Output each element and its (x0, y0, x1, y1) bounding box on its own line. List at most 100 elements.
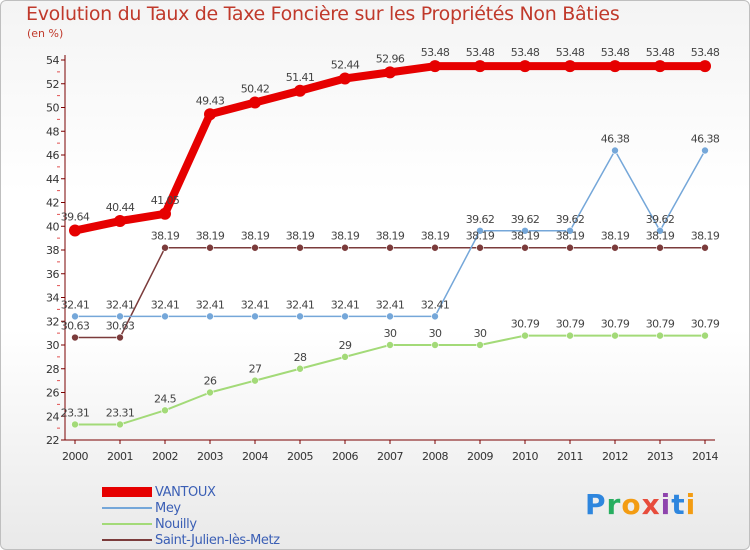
data-point-vantoux (474, 60, 486, 73)
data-label-saint-julien-l-s-metz: 38.19 (511, 230, 540, 243)
data-point-nouilly (206, 388, 214, 397)
y-tick-label: 54 (46, 54, 59, 67)
data-label-nouilly: 24.5 (154, 392, 177, 405)
data-label-saint-julien-l-s-metz: 38.19 (286, 230, 315, 243)
data-label-mey: 32.41 (286, 298, 315, 311)
data-label-saint-julien-l-s-metz: 38.19 (196, 230, 225, 243)
data-label-saint-julien-l-s-metz: 38.19 (376, 230, 405, 243)
x-tick-label: 2002 (152, 450, 178, 463)
data-point-vantoux (204, 108, 216, 121)
data-point-vantoux (114, 215, 126, 228)
data-label-mey: 46.38 (691, 132, 720, 145)
x-tick-label: 2000 (62, 450, 88, 463)
x-tick-label: 2009 (467, 450, 493, 463)
data-label-saint-julien-l-s-metz: 38.19 (646, 230, 675, 243)
data-point-saint-julien-l-s-metz (71, 333, 79, 342)
y-unit-label: (en %) (27, 27, 64, 40)
data-point-vantoux (699, 60, 711, 73)
y-tick-label: 52 (46, 78, 59, 91)
data-label-vantoux: 53.48 (556, 46, 585, 59)
y-tick-label: 28 (46, 363, 59, 376)
logo-letter: r (606, 488, 622, 521)
data-point-vantoux (384, 66, 396, 79)
logo-letter: i (685, 488, 697, 521)
data-label-mey: 32.41 (421, 298, 450, 311)
data-point-saint-julien-l-s-metz (431, 243, 439, 252)
data-label-saint-julien-l-s-metz: 30.63 (106, 320, 135, 333)
data-point-vantoux (294, 84, 306, 97)
legend-label-vantoux: VANTOUX (155, 484, 216, 500)
data-point-nouilly (251, 376, 259, 385)
data-label-mey: 39.62 (466, 213, 495, 226)
data-label-vantoux: 53.48 (511, 46, 540, 59)
x-tick-label: 2004 (242, 450, 268, 463)
legend-swatch-nouilly (102, 523, 152, 525)
data-label-vantoux: 41.05 (151, 194, 180, 207)
data-point-nouilly (386, 341, 394, 349)
data-label-vantoux: 52.44 (331, 59, 360, 72)
data-label-saint-julien-l-s-metz: 38.19 (601, 230, 630, 243)
data-label-mey: 32.41 (106, 298, 135, 311)
data-point-mey (116, 312, 124, 321)
legend-label-mey: Mey (155, 500, 181, 516)
legend-swatch-mey (102, 507, 152, 509)
data-point-mey (251, 312, 259, 321)
data-point-nouilly (701, 331, 709, 340)
x-tick-label: 2010 (512, 450, 538, 463)
data-point-mey (161, 312, 169, 321)
logo-letter: P (585, 488, 607, 521)
data-label-mey: 32.41 (151, 298, 180, 311)
data-label-mey: 32.41 (196, 298, 225, 311)
legend-label-saint-julien: Saint-Julien-lès-Metz (155, 532, 280, 548)
y-tick-label: 38 (46, 244, 59, 257)
x-tick-label: 2006 (332, 450, 358, 463)
data-point-vantoux (654, 60, 666, 73)
y-tick-label: 46 (46, 149, 59, 162)
y-tick-label: 50 (46, 102, 59, 115)
data-label-vantoux: 49.43 (196, 94, 225, 107)
data-label-vantoux: 53.48 (646, 46, 675, 59)
data-point-mey (386, 312, 394, 321)
logo-letter: x (641, 488, 661, 521)
data-label-nouilly: 30 (429, 327, 442, 340)
legend-item-mey: Mey (102, 500, 280, 516)
data-label-nouilly: 30.79 (691, 318, 720, 331)
data-label-vantoux: 40.44 (106, 201, 135, 214)
data-point-saint-julien-l-s-metz (521, 243, 529, 252)
data-label-nouilly: 30 (384, 327, 397, 340)
chart-legend: VANTOUX Mey Nouilly Saint-Julien-lès-Met… (102, 484, 280, 548)
x-tick-label: 2012 (602, 450, 628, 463)
data-point-mey (431, 312, 439, 321)
data-label-saint-julien-l-s-metz: 30.63 (61, 320, 90, 333)
data-point-nouilly (341, 353, 349, 361)
data-point-mey (611, 146, 619, 155)
x-tick-label: 2003 (197, 450, 223, 463)
data-point-nouilly (161, 406, 169, 415)
chart-title: Evolution du Taux de Taxe Foncière sur l… (26, 3, 620, 25)
axis-ticks: 22 24 26 28 30 32 34 36 38 40 42 44 46 48 50 52 54 2000 20… (46, 54, 719, 463)
data-label-vantoux: 53.48 (601, 46, 630, 59)
logo-letter: o (621, 488, 642, 521)
data-label-mey: 32.41 (331, 298, 360, 311)
data-point-saint-julien-l-s-metz (611, 243, 619, 252)
y-tick-label: 26 (46, 387, 59, 400)
data-label-nouilly: 27 (249, 363, 262, 376)
data-point-mey (566, 226, 574, 235)
data-label-mey: 39.62 (511, 213, 540, 226)
data-label-nouilly: 23.31 (106, 406, 135, 419)
x-tick-label: 2001 (107, 450, 133, 463)
data-label-nouilly: 30 (474, 327, 487, 340)
data-point-nouilly (656, 331, 664, 340)
data-point-saint-julien-l-s-metz (296, 243, 304, 252)
y-tick-label: 48 (46, 125, 59, 138)
data-label-nouilly: 30.79 (601, 318, 630, 331)
data-point-nouilly (476, 341, 484, 349)
data-label-vantoux: 53.48 (421, 46, 450, 59)
data-point-mey (296, 312, 304, 321)
data-point-nouilly (566, 331, 574, 340)
legend-swatch-saint-julien (102, 539, 152, 541)
data-point-saint-julien-l-s-metz (341, 243, 349, 252)
data-point-saint-julien-l-s-metz (251, 243, 259, 252)
x-tick-label: 2011 (557, 450, 583, 463)
series-data-labels: 39.64 40.44 41.05 49.43 50.42 51.41 52.44 52.96… (61, 46, 721, 419)
